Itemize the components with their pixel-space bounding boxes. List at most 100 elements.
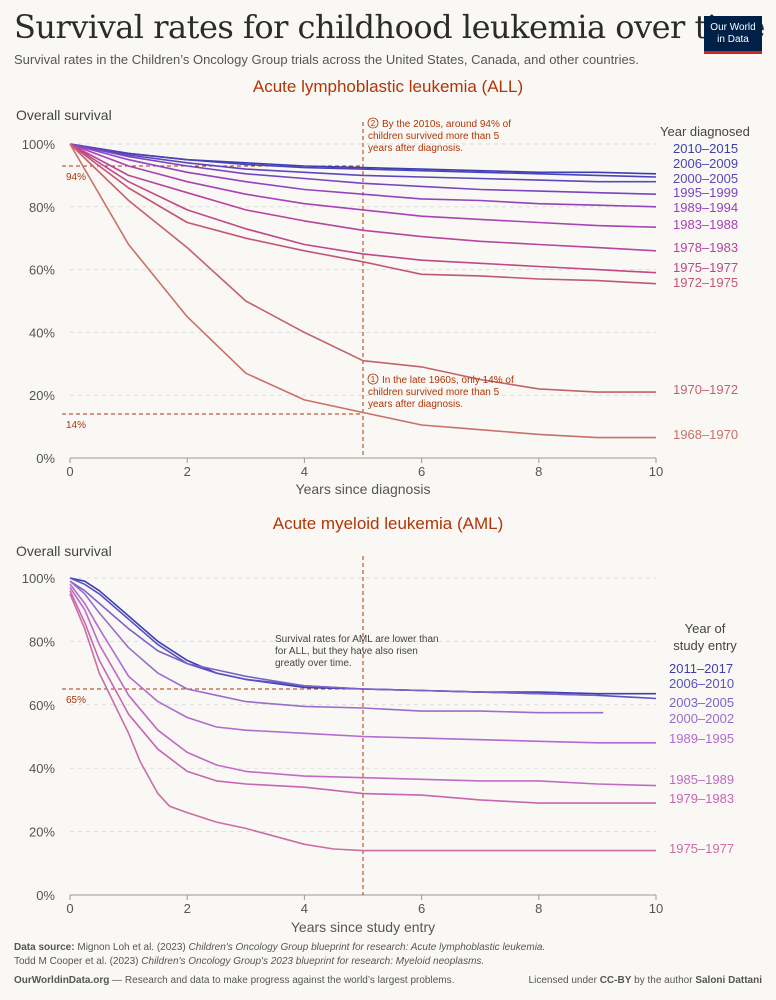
reference-label: 65% [66,695,86,706]
y-tick-label: 60% [29,698,55,713]
source-2-authors: Todd M Cooper et al. (2023) [14,956,139,967]
chart-title: Acute myeloid leukemia (AML) [273,514,504,533]
series-label: 1970–1972 [673,382,738,397]
annotation-text: Survival rates for AML are lower than [275,634,439,645]
series-line [69,143,657,208]
annotation-text: children survived more than 5 [368,387,500,398]
legend-title: Year of [685,621,726,636]
legend-title: Year diagnosed [660,124,750,139]
reference-label: 94% [66,172,86,183]
series-line [69,143,657,195]
license-mid: by the author [634,975,693,986]
series-line [69,143,656,439]
annotation-text: greatly over time. [275,658,352,669]
annotation-text: for ALL, but they have also risen [275,646,418,657]
x-tick-label: 6 [418,901,425,916]
series-label: 1979–1983 [669,791,734,806]
source-label: Data source: [14,942,75,953]
series-line [69,583,656,744]
series-label: 1968–1970 [673,427,738,442]
x-tick-label: 10 [649,901,663,916]
x-tick-label: 0 [66,464,73,479]
annotation-number-circle [367,117,379,129]
annotation-text: In the late 1960s, only 14% of [382,375,514,386]
y-tick-label: 80% [29,634,55,649]
series-label: 1989–1994 [673,200,738,215]
series-line [69,580,598,697]
y-tick-label: 0% [36,451,55,466]
series-label: 2000–2005 [673,171,738,186]
series-line [69,580,604,714]
annotation-text: children survived more than 5 [368,131,500,142]
logo-line-1: Our World [710,21,756,33]
charts-canvas: Acute lymphoblastic leukemia (ALL) Overal… [16,77,750,935]
chart-title: Acute lymphoblastic leukemia (ALL) [253,77,523,96]
page-subtitle: Survival rates in the Children’s Oncolog… [14,52,639,67]
annotation-text: years after diagnosis. [368,143,463,154]
site-tagline: — Research and data to make progress aga… [112,975,455,986]
reference-label: 14% [66,420,86,431]
series-label: 2006–2009 [673,156,738,171]
x-tick-label: 2 [184,464,191,479]
x-tick-label: 8 [535,901,542,916]
series-label: 1985–1989 [669,772,734,787]
y-tick-label: 100% [22,137,56,152]
series-line [69,143,657,228]
series-label: 2003–2005 [669,695,734,710]
series-line [69,143,656,393]
source-2-title: Children's Oncology Group's 2023 bluepri… [141,956,485,967]
source-line-1: Data source: Mignon Loh et al. (2023) Ch… [14,942,545,953]
y-tick-label: 80% [29,200,55,215]
license-link[interactable]: CC-BY [599,975,632,986]
source-line-2: Todd M Cooper et al. (2023) Children's O… [14,956,484,967]
author-name: Saloni Dattani [695,975,762,986]
x-tick-label: 2 [184,901,191,916]
license-line: Licensed under CC-BY by the author Salon… [529,975,762,986]
y-axis-label: Overall survival [16,543,112,559]
site-line: OurWorldinData.org — Research and data t… [14,975,454,986]
source-1-authors: Mignon Loh et al. (2023) [77,942,186,953]
series-label: 1975–1977 [669,841,734,856]
series-label: 1983–1988 [673,217,738,232]
series-label: 2011–2017 [669,661,733,676]
source-1-title: Children's Oncology Group blueprint for … [188,942,546,953]
owid-logo[interactable]: Our World in Data [704,16,762,54]
annotation-number: 2 [371,119,376,128]
series-line [69,143,656,183]
y-tick-label: 20% [29,388,55,403]
annotation-text: By the 2010s, around 94% of [382,119,511,130]
series-line [69,593,656,852]
series-line [69,143,657,178]
series-label: 1989–1995 [669,731,734,746]
y-tick-label: 0% [36,888,55,903]
y-tick-label: 100% [22,571,56,586]
series-label: 1995–1999 [673,185,738,200]
y-axis-label: Overall survival [16,107,112,123]
series-line [69,143,657,252]
x-tick-label: 10 [649,464,663,479]
x-tick-label: 0 [66,901,73,916]
license-prefix: Licensed under [528,975,597,986]
x-axis-label: Years since diagnosis [296,481,431,497]
legend-title: study entry [673,638,737,653]
series-label: 1978–1983 [673,240,738,255]
series-label: 2006–2010 [669,676,734,691]
series-line [69,590,656,804]
series-line [69,143,657,285]
annotation-text: years after diagnosis. [368,399,463,410]
y-tick-label: 40% [29,761,55,776]
series-line [69,587,657,787]
series-label: 1975–1977 [673,260,738,275]
series-line [69,143,657,274]
series-label: 2010–2015 [673,141,738,156]
x-tick-label: 4 [301,901,308,916]
x-tick-label: 8 [535,464,542,479]
y-tick-label: 20% [29,825,55,840]
site-link[interactable]: OurWorldinData.org [14,975,110,986]
y-tick-label: 40% [29,325,55,340]
x-axis-label: Years since study entry [291,919,435,935]
series-label: 2000–2002 [669,711,734,726]
logo-line-2: in Data [717,33,749,45]
page-title: Survival rates for childhood leukemia ov… [14,8,765,46]
annotation-number: 1 [371,375,376,384]
